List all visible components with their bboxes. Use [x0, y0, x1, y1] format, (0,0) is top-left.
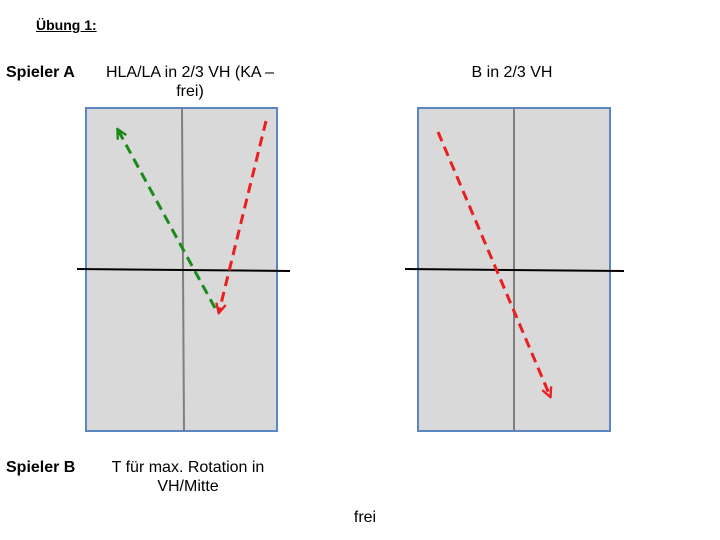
left-court-net: [76, 268, 291, 272]
exercise-heading: Übung 1:: [36, 17, 97, 33]
left-court-green-arrow: [118, 130, 217, 309]
player-a-description: HLA/LA in 2/3 VH (KA – frei): [105, 64, 275, 100]
right-court: [404, 107, 625, 432]
left-court: [76, 107, 291, 432]
bottom-frei-label: frei: [353, 509, 377, 526]
left-court-red-arrow: [219, 120, 268, 312]
right-court-net: [404, 268, 625, 272]
player-a-label: Spieler A: [6, 64, 75, 81]
player-b-description: T für max. Rotation in VH/Mitte: [111, 459, 265, 495]
right-court-label: B in 2/3 VH: [471, 64, 553, 81]
player-b-label: Spieler B: [6, 459, 76, 476]
